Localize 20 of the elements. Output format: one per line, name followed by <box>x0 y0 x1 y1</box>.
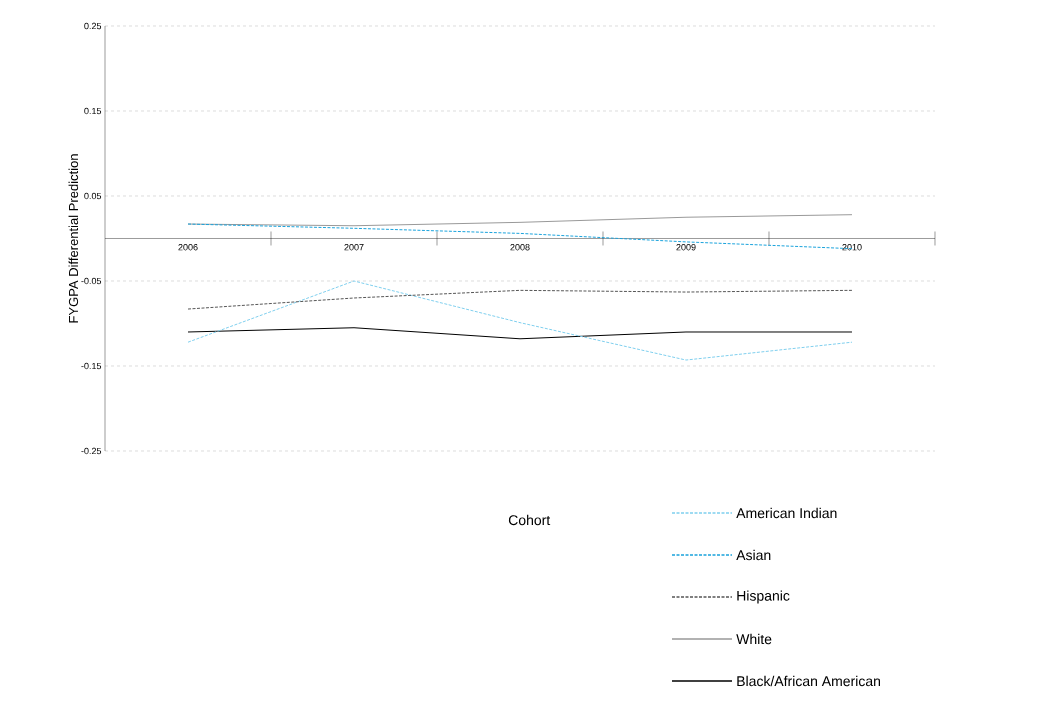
line-series <box>187 289 853 310</box>
legend-label: White <box>736 633 772 645</box>
x-tick-label: 2006 <box>178 244 198 251</box>
legend-label: Hispanic <box>737 590 790 604</box>
y-tick-label: -0.15 <box>81 362 102 370</box>
x-tick-label: 2009 <box>676 244 696 251</box>
y-tick-label: 0.25 <box>84 22 102 30</box>
x-tick-label: 2010 <box>842 244 862 251</box>
y-axis-title: FYGPA Differential Prediction <box>68 154 79 323</box>
y-tick-label: 0.05 <box>84 192 102 200</box>
y-tick-label: 0.15 <box>84 107 102 115</box>
line-series <box>187 280 853 361</box>
legend-title: Cohort <box>508 514 551 526</box>
legend-label: Black/African American <box>737 675 880 687</box>
y-tick-label: -0.25 <box>81 447 102 455</box>
legend-label: Asian <box>736 549 771 561</box>
legend-label: American Indian <box>736 507 837 519</box>
y-tick-label: -0.05 <box>81 277 102 285</box>
x-tick-label: 2008 <box>510 244 530 251</box>
x-tick-label: 2007 <box>344 244 364 251</box>
